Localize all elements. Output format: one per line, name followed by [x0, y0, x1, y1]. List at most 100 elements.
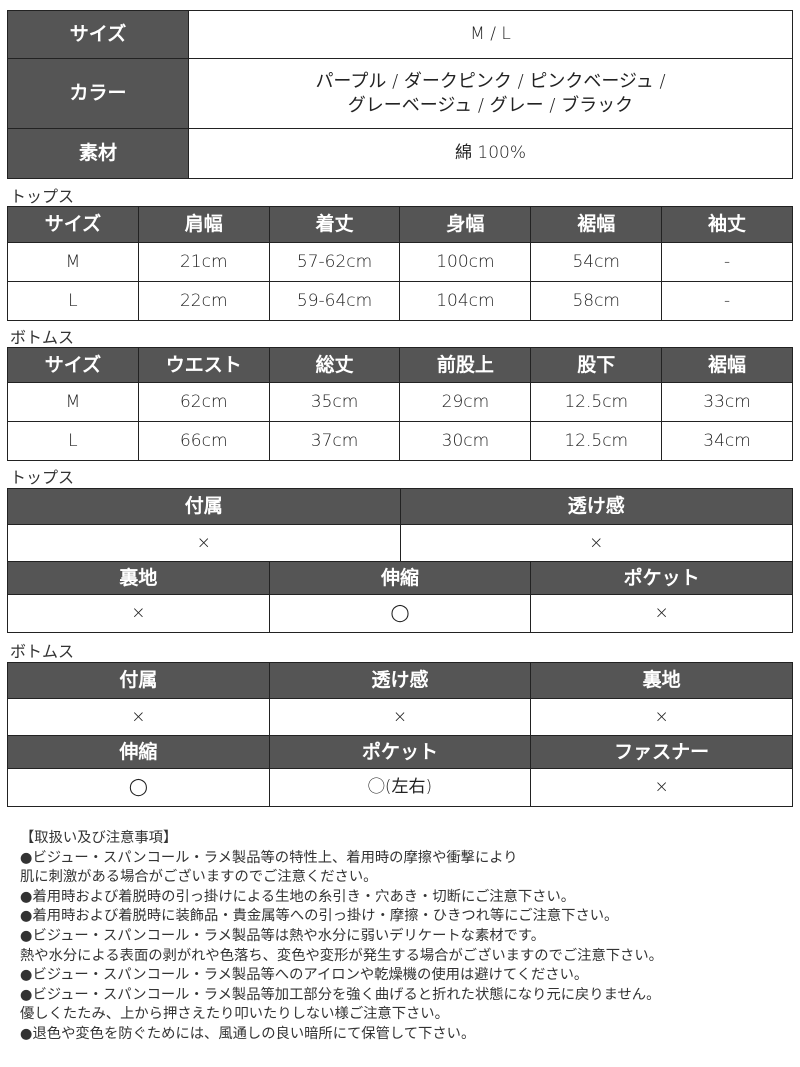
spec-row-color: カラー パープル / ダークピンク / ピンクベージュ / グレーベージュ / … — [8, 59, 792, 129]
header-row: 裏地 伸縮 ポケット — [8, 562, 793, 595]
table-cell: × — [654, 777, 669, 798]
note-line: 熱や水分による表面の剥がれや色落ち、変色や変形が発生する場合がございますのでご注… — [20, 947, 663, 964]
table-cell: 62cm — [139, 383, 270, 421]
table-cell: 21cm — [139, 243, 270, 281]
table-cell: × — [589, 532, 604, 553]
tops-attribute-table: 付属 透け感 × × 裏地 伸縮 ポケット × ◯ × — [7, 488, 793, 633]
table-row: × × × — [8, 699, 792, 736]
table-row: L 66cm 37cm 30cm 12.5cm 34cm — [8, 422, 792, 461]
section-title: ボトムス — [10, 328, 75, 347]
table-cell: 100cm — [400, 243, 532, 281]
table-cell: 29cm — [400, 383, 532, 421]
column-header: サイズ — [8, 348, 139, 382]
section-title: トップス — [10, 187, 75, 206]
table-row: L 22cm 59-64cm 104cm 58cm - — [8, 282, 792, 321]
table-cell: × — [654, 706, 669, 727]
column-header: 伸縮 — [8, 736, 270, 768]
table-cell: 37cm — [270, 422, 401, 460]
column-header: ポケット — [269, 736, 532, 768]
spec-label: サイズ — [8, 11, 189, 58]
column-header: 肩幅 — [138, 207, 270, 242]
column-header: ポケット — [531, 562, 793, 594]
bottoms-attribute-table: 付属 透け感 裏地 × × × 伸縮 ポケット ファスナー ◯ ◯(左右) × — [7, 662, 793, 807]
table-cell: 66cm — [139, 422, 270, 460]
column-header: 股下 — [531, 348, 663, 382]
table-cell: × — [8, 699, 270, 735]
spec-label: カラー — [8, 59, 189, 128]
column-header: 裾幅 — [662, 348, 792, 382]
table-cell: ◯ — [8, 769, 270, 806]
section-title: トップス — [10, 468, 75, 487]
column-header: 付属 — [8, 663, 270, 698]
tops-size-table: サイズ 肩幅 着丈 身幅 裾幅 袖丈 M 21cm 57-62cm 100cm 54cm - L 22cm… — [7, 206, 793, 321]
spec-value: M / L — [470, 24, 511, 45]
section-title: ボトムス — [10, 642, 75, 661]
table-cell: ◯ — [270, 595, 532, 632]
spec-row-material: 素材 綿 100% — [8, 129, 792, 179]
table-cell: 35cm — [270, 383, 401, 421]
note-line: ●退色や変色を防ぐためには、風通しの良い暗所にて保管して下さい。 — [20, 1025, 476, 1042]
column-header: 透け感 — [269, 663, 532, 698]
note-line: 肌に刺激がある場合がございますのでご注意ください。 — [20, 869, 378, 886]
note-line: ●ビジュー・スパンコール・ラメ製品等は熱や水分に弱いデリケートな素材です。 — [20, 927, 546, 944]
table-row: ◯ ◯(左右) × — [8, 769, 792, 807]
table-cell: ◯(左右) — [270, 769, 532, 806]
header-row: サイズ 肩幅 着丈 身幅 裾幅 袖丈 — [8, 207, 792, 243]
table-cell: 54cm — [531, 243, 663, 281]
header-row: 伸縮 ポケット ファスナー — [8, 736, 793, 769]
table-cell: 33cm — [703, 391, 751, 412]
table-cell: 12.5cm — [531, 383, 663, 421]
note-line: ●着用時および着脱時の引っ掛けによる生地の糸引き・穴あき・切断にご注意下さい。 — [20, 888, 576, 905]
column-header: 前股上 — [400, 348, 532, 382]
table-cell: 30cm — [400, 422, 532, 460]
table-cell: 104cm — [400, 282, 532, 320]
table-cell: × — [8, 525, 401, 561]
spec-value: パープル / ダークピンク / ピンクベージュ / グレーベージュ / グレー … — [315, 71, 666, 116]
spec-row-size: サイズ M / L — [8, 11, 792, 59]
table-cell: - — [723, 290, 731, 311]
column-header: 着丈 — [269, 207, 401, 242]
column-header: ファスナー — [531, 736, 793, 768]
column-header: 身幅 — [400, 207, 532, 242]
table-cell: 58cm — [531, 282, 663, 320]
bottoms-size-table: サイズ ウエスト 総丈 前股上 股下 裾幅 M 62cm 35cm 29cm 12.5cm 33cm L… — [7, 347, 793, 461]
table-cell: - — [723, 251, 731, 272]
table-cell: 34cm — [703, 430, 751, 451]
note-line: 優しくたたみ、上から押さえたり叩いたりしない様ご注意下さい。 — [20, 1006, 449, 1023]
note-line: ●ビジュー・スパンコール・ラメ製品等加工部分を強く曲げると折れた状態になり元に戻… — [20, 986, 661, 1003]
table-cell: L — [8, 422, 139, 460]
table-cell: × — [654, 603, 669, 624]
column-header: サイズ — [8, 207, 139, 242]
table-cell: × — [8, 595, 270, 632]
table-cell: 22cm — [139, 282, 270, 320]
table-row: × × — [8, 525, 792, 562]
table-cell: 12.5cm — [531, 422, 663, 460]
spec-value: 綿 100% — [454, 143, 526, 164]
header-row: サイズ ウエスト 総丈 前股上 股下 裾幅 — [8, 348, 792, 383]
table-cell: L — [8, 282, 139, 320]
table-cell: 57-62cm — [270, 243, 401, 281]
care-notes: 【取扱い及び注意事項】 ●ビジュー・スパンコール・ラメ製品等の特性上、着用時の摩擦… — [20, 829, 663, 1045]
column-header: 裏地 — [8, 562, 270, 594]
header-row: 付属 透け感 — [8, 489, 792, 525]
table-row: × ◯ × — [8, 595, 792, 633]
header-row: 付属 透け感 裏地 — [8, 663, 793, 699]
note-line: ●ビジュー・スパンコール・ラメ製品等の特性上、着用時の摩擦や衝撃により — [20, 849, 518, 866]
column-header: 裏地 — [531, 663, 793, 698]
note-line: 【取扱い及び注意事項】 — [20, 830, 178, 846]
spec-table: サイズ M / L カラー パープル / ダークピンク / ピンクベージュ / … — [7, 10, 793, 179]
column-header: 付属 — [8, 489, 401, 524]
table-cell: M — [8, 383, 139, 421]
column-header: ウエスト — [138, 348, 270, 382]
note-line: ●着用時および着脱時に装飾品・貴金属等への引っ掛け・摩擦・ひきつれ等にご注意下さ… — [20, 908, 619, 925]
note-line: ●ビジュー・スパンコール・ラメ製品等へのアイロンや乾燥機の使用は避けてください。 — [20, 967, 589, 984]
table-cell: × — [270, 699, 532, 735]
column-header: 透け感 — [400, 489, 792, 524]
column-header: 総丈 — [269, 348, 401, 382]
spec-label: 素材 — [8, 129, 189, 178]
table-row: M 21cm 57-62cm 100cm 54cm - — [8, 243, 792, 282]
column-header: 伸縮 — [269, 562, 532, 594]
table-cell: 59-64cm — [270, 282, 401, 320]
table-row: M 62cm 35cm 29cm 12.5cm 33cm — [8, 383, 792, 422]
table-cell: M — [8, 243, 139, 281]
